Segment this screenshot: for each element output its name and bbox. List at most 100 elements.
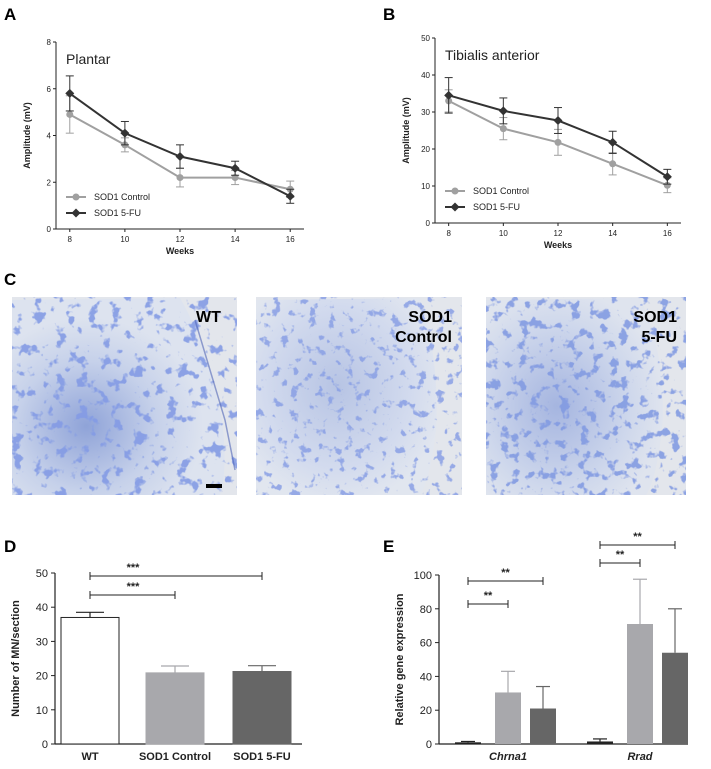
y-tick-label: 6 [47,85,52,94]
legend-label-0: SOD1 Control [473,186,529,196]
x-tick-label-0: Chrna1 [489,751,527,763]
x-tick-label-0: WT [81,751,98,763]
micrograph-sod1-control: SOD1 Control [256,297,462,495]
data-point [231,174,239,182]
bar-0-1 [495,692,521,744]
y-tick-label: 40 [421,71,430,80]
panel-letter-a: A [4,5,16,24]
y-tick-label: 0 [426,219,431,228]
x-tick-label: 16 [286,235,295,244]
x-tick-label: 8 [68,235,73,244]
data-point [499,125,507,133]
y-tick-label: 0 [47,225,52,234]
data-point [608,137,618,147]
bar-0-2 [530,708,556,744]
bar-1-0 [587,741,613,744]
panel-letter-e: E [383,537,394,556]
y-tick-label: 0 [42,739,48,751]
data-point [285,191,295,201]
y-tick-label: 20 [36,671,48,683]
bar-1-1 [627,624,653,744]
legend-marker-1 [71,208,81,218]
panel-letter-c: C [4,270,16,289]
legend-label-0: SOD1 Control [94,192,150,202]
data-point [498,106,508,116]
y-tick-label: 50 [36,568,48,580]
y-tick-label: 8 [47,38,52,47]
sig-label-1: *** [127,581,141,593]
x-tick-label: 8 [446,229,451,238]
y-tick-label: 40 [420,671,432,683]
y-axis-label: Amplitude (mV) [22,102,32,169]
micrograph-label-sod1-5fu-line2: 5-FU [641,329,677,346]
x-tick-label: 10 [499,229,508,238]
micrograph-sod1-5fu: SOD1 5-FU [486,297,686,495]
y-tick-label: 2 [47,178,52,187]
data-point [175,152,185,162]
x-tick-label: 12 [554,229,563,238]
y-tick-label: 40 [36,602,48,614]
sig-label-3: ** [616,549,625,561]
y-tick-label: 10 [36,705,48,717]
y-axis-label: Relative gene expression [394,593,406,725]
chart-title: Tibialis anterior [445,47,540,63]
y-tick-label: 0 [426,739,432,751]
data-point [662,172,672,182]
y-tick-label: 60 [420,638,432,650]
legend-marker-1 [450,202,460,212]
y-tick-label: 4 [47,132,52,141]
bar-0-0 [455,742,481,744]
micrograph-label-wt: WT [196,309,221,326]
data-point [65,88,75,98]
bar-0 [60,616,120,745]
data-point [554,138,562,146]
x-axis-label: Weeks [166,246,194,256]
sig-label-0: *** [127,562,141,574]
data-point [663,181,671,189]
micrograph-label-sod1-control-line2: Control [395,329,452,346]
y-tick-label: 30 [36,636,48,648]
x-tick-label: 14 [608,229,617,238]
bar-1-2 [662,652,688,744]
x-tick-label-2: SOD1 5-FU [233,751,291,763]
data-point [66,110,74,118]
data-point [120,128,130,138]
legend-marker-0 [451,187,459,195]
y-tick-label: 80 [420,604,432,616]
panel-letter-d: D [4,537,16,556]
data-point [609,160,617,168]
data-point [553,116,563,126]
x-axis-label: Weeks [544,240,572,250]
chart-title: Plantar [66,51,111,67]
chart-e-gene-expression: 0 20 40 60 80 100 Relative gene expression Chrn… [394,531,688,763]
micrograph-label-sod1-5fu-line1: SOD1 [633,309,677,326]
chart-a-plantar: 0 2 4 6 8 8 10 12 14 16 Weeks Amplitude (mV) Plantar… [22,38,304,256]
data-point [176,174,184,182]
y-tick-label: 50 [421,34,430,43]
x-tick-label-1: Rrad [627,751,652,763]
scale-bar [206,484,222,488]
y-tick-label: 20 [420,705,432,717]
chart-b-tibialis: 0 10 20 30 40 50 8 10 12 14 16 Weeks Amplitude (mV) T… [401,34,681,250]
y-tick-label: 20 [421,145,430,154]
x-tick-label: 10 [120,235,129,244]
x-tick-label: 12 [176,235,185,244]
legend-marker-0 [72,193,80,201]
chart-d-motor-neurons: 0 10 20 30 40 50 Number of MN/section WT SOD1 Co… [10,562,302,763]
x-tick-label: 14 [231,235,240,244]
x-tick-label: 16 [663,229,672,238]
x-tick-label-1: SOD1 Control [139,751,211,763]
sig-label-0: ** [501,567,510,579]
y-axis-label: Amplitude (mV) [401,97,411,164]
y-tick-label: 10 [421,182,430,191]
sig-label-2: ** [633,531,642,543]
bar-2 [232,670,292,745]
panel-letter-b: B [383,5,395,24]
y-axis-label: Number of MN/section [10,600,22,717]
data-point [230,163,240,173]
legend-label-1: SOD1 5-FU [473,202,520,212]
data-point [444,90,454,100]
sig-label-1: ** [484,590,493,602]
y-tick-label: 30 [421,108,430,117]
